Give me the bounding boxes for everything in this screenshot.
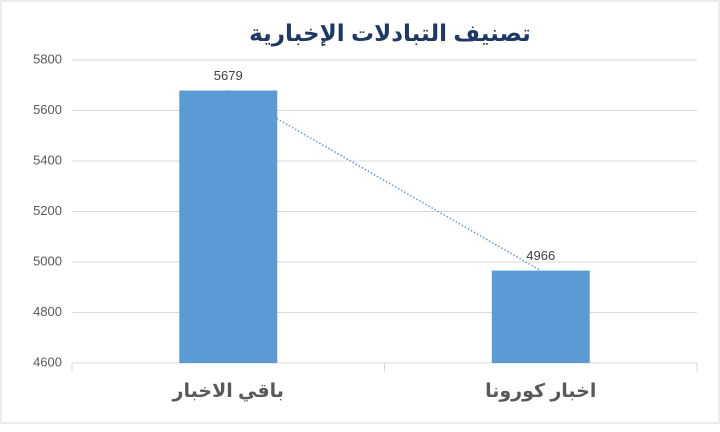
trendline [227,89,542,272]
y-tick-label: 5800 [33,51,62,66]
x-tick-label: باقي الاخبار [172,381,284,402]
chart-title: تصنيف التبادلات الإخبارية [249,20,531,47]
x-tick-label: اخبار كورونا [485,381,596,402]
y-tick-label: 5000 [33,253,62,268]
y-tick-label: 4800 [33,304,62,319]
bar [179,90,278,364]
value-label: 4966 [526,248,555,263]
y-tick-label: 5600 [33,102,62,117]
bar [491,270,590,363]
y-tick-label: 5400 [33,152,62,167]
y-tick-label: 4600 [33,354,62,369]
value-label: 5679 [214,68,243,83]
y-tick-label: 5200 [33,203,62,218]
